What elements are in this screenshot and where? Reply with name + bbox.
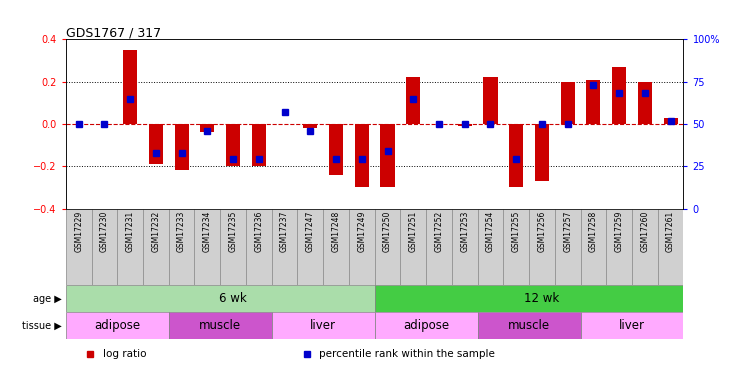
Text: GSM17249: GSM17249 (357, 211, 366, 252)
Text: GDS1767 / 317: GDS1767 / 317 (66, 26, 161, 39)
Bar (426, 209, 452, 285)
Text: GSM17237: GSM17237 (280, 211, 289, 252)
Bar (509, 124, 523, 188)
Text: GSM17260: GSM17260 (640, 211, 649, 252)
Text: GSM17247: GSM17247 (306, 211, 315, 252)
Bar (580, 312, 683, 339)
Bar (169, 312, 272, 339)
Text: GSM17236: GSM17236 (254, 211, 263, 252)
Bar (272, 312, 374, 339)
Bar (66, 312, 169, 339)
Text: GSM17252: GSM17252 (434, 211, 444, 252)
Text: GSM17233: GSM17233 (177, 211, 186, 252)
Bar (169, 209, 194, 285)
Bar (477, 209, 504, 285)
Text: log ratio: log ratio (103, 349, 146, 359)
Text: GSM17229: GSM17229 (74, 211, 83, 252)
Bar (504, 209, 529, 285)
Text: GSM17253: GSM17253 (461, 211, 469, 252)
Bar (452, 209, 477, 285)
Text: 6 wk: 6 wk (219, 292, 247, 305)
Bar (175, 124, 189, 171)
Bar (246, 209, 272, 285)
Bar (606, 209, 632, 285)
Text: liver: liver (619, 320, 645, 332)
Text: adipose: adipose (94, 320, 140, 332)
Text: GSM17254: GSM17254 (486, 211, 495, 252)
Text: GSM17255: GSM17255 (512, 211, 520, 252)
Bar (406, 77, 420, 124)
Text: liver: liver (310, 320, 336, 332)
Bar (401, 209, 426, 285)
Text: adipose: adipose (403, 320, 449, 332)
Text: tissue ▶: tissue ▶ (23, 321, 62, 331)
Text: percentile rank within the sample: percentile rank within the sample (319, 349, 495, 359)
Bar (374, 285, 683, 312)
Bar (555, 209, 580, 285)
Bar (664, 118, 678, 124)
Bar (535, 124, 549, 181)
Bar (580, 209, 606, 285)
Bar (149, 124, 163, 164)
Text: muscle: muscle (199, 320, 241, 332)
Text: GSM17230: GSM17230 (100, 211, 109, 252)
Bar (632, 209, 658, 285)
Bar (561, 82, 575, 124)
Text: GSM17232: GSM17232 (151, 211, 160, 252)
Bar (220, 209, 246, 285)
Bar (251, 124, 266, 166)
Text: muscle: muscle (508, 320, 550, 332)
Bar (323, 209, 349, 285)
Bar (638, 82, 652, 124)
Text: GSM17258: GSM17258 (589, 211, 598, 252)
Text: GSM17250: GSM17250 (383, 211, 392, 252)
Bar (329, 124, 343, 175)
Bar (298, 209, 323, 285)
Text: GSM17259: GSM17259 (615, 211, 624, 252)
Bar (143, 209, 169, 285)
Bar (66, 209, 91, 285)
Bar (477, 312, 580, 339)
Bar (303, 124, 317, 128)
Bar (123, 50, 137, 124)
Text: GSM17234: GSM17234 (202, 211, 212, 252)
Bar (355, 124, 369, 188)
Text: age ▶: age ▶ (34, 294, 62, 304)
Bar (272, 209, 298, 285)
Text: GSM17231: GSM17231 (126, 211, 135, 252)
Text: GSM17251: GSM17251 (409, 211, 417, 252)
Bar (117, 209, 143, 285)
Bar (200, 124, 214, 132)
Text: GSM17261: GSM17261 (666, 211, 675, 252)
Bar (194, 209, 220, 285)
Text: 12 wk: 12 wk (524, 292, 559, 305)
Bar (529, 209, 555, 285)
Bar (458, 124, 471, 126)
Bar (586, 80, 600, 124)
Bar (374, 312, 477, 339)
Bar (349, 209, 374, 285)
Text: GSM17256: GSM17256 (537, 211, 547, 252)
Bar (66, 285, 375, 312)
Bar (374, 209, 401, 285)
Bar (483, 77, 498, 124)
Text: GSM17248: GSM17248 (332, 211, 341, 252)
Bar (380, 124, 395, 188)
Bar (612, 67, 626, 124)
Text: GSM17257: GSM17257 (563, 211, 572, 252)
Bar (91, 209, 117, 285)
Bar (658, 209, 683, 285)
Text: GSM17235: GSM17235 (229, 211, 238, 252)
Bar (226, 124, 240, 166)
